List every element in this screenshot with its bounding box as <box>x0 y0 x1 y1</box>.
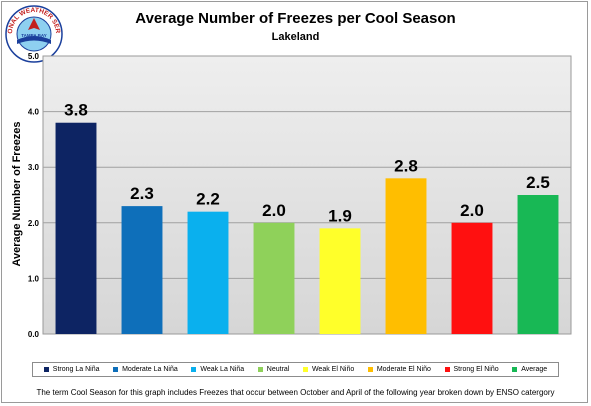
legend-swatch <box>43 367 49 372</box>
y-tick-label: 0.0 <box>28 330 40 339</box>
bar <box>517 195 559 334</box>
y-tick-label: 4.0 <box>28 108 40 117</box>
legend-label: Strong La Niña <box>52 366 100 373</box>
nws-logo-graphic: NATIONAL WEATHER SERVICE TAMPA BAY <box>2 0 63 63</box>
bar <box>385 178 427 334</box>
legend-swatch <box>302 367 308 372</box>
chart-legend: Strong La Niña Moderate La Niña Weak La Ni… <box>32 362 559 377</box>
legend-label: Weak El Niño <box>311 366 355 373</box>
legend-item: Moderate La Niña <box>113 366 178 373</box>
legend-swatch <box>257 367 263 372</box>
bar-data-label: 2.2 <box>196 190 220 209</box>
legend-label: Neutral <box>266 366 290 373</box>
legend-swatch <box>512 367 518 372</box>
legend-item: Strong La Niña <box>43 366 100 373</box>
legend-item: Weak La Niña <box>191 366 244 373</box>
y-tick-label: 1.0 <box>28 274 40 283</box>
chart-title: Average Number of Freezes per Cool Seaso… <box>135 10 456 27</box>
legend-swatch <box>191 367 197 372</box>
bar <box>121 206 163 334</box>
legend-swatch <box>444 367 450 372</box>
legend-label: Average <box>521 366 548 373</box>
legend-item: Neutral <box>257 366 290 373</box>
legend-item: Average <box>512 366 547 373</box>
bar <box>253 222 295 334</box>
chart-subtitle: Lakeland <box>271 31 320 43</box>
legend-swatch <box>367 367 373 372</box>
legend-swatch <box>113 367 119 372</box>
y-tick-label: 2.0 <box>28 219 40 228</box>
bar-data-label: 2.8 <box>394 156 418 175</box>
y-tick-label: 3.0 <box>28 163 40 172</box>
bar-data-label: 2.0 <box>460 201 484 220</box>
legend-label: Weak La Niña <box>200 366 245 373</box>
bar <box>451 222 493 334</box>
logo-center-text: TAMPA BAY <box>21 33 47 38</box>
bar <box>55 122 97 334</box>
legend-item: Weak El Niño <box>302 366 355 373</box>
footnote: The term Cool Season for this graph incl… <box>36 388 555 397</box>
legend-label: Strong El Niño <box>453 366 499 373</box>
legend-label: Moderate El Niño <box>376 366 431 373</box>
y-tick-label: 5.0 <box>28 52 40 61</box>
bar <box>319 228 361 334</box>
bar-data-label: 2.3 <box>130 184 154 203</box>
bar <box>187 211 229 334</box>
bar-data-label: 1.9 <box>328 206 352 225</box>
bar-data-label: 2.0 <box>262 201 286 220</box>
nws-logo: NATIONAL WEATHER SERVICE TAMPA BAY <box>2 0 64 64</box>
bar-data-label: 3.8 <box>64 101 88 120</box>
bar-data-label: 2.5 <box>526 173 550 192</box>
legend-item: Moderate El Niño <box>367 366 431 373</box>
legend-label: Moderate La Niña <box>122 366 178 373</box>
legend-item: Strong El Niño <box>444 366 499 373</box>
